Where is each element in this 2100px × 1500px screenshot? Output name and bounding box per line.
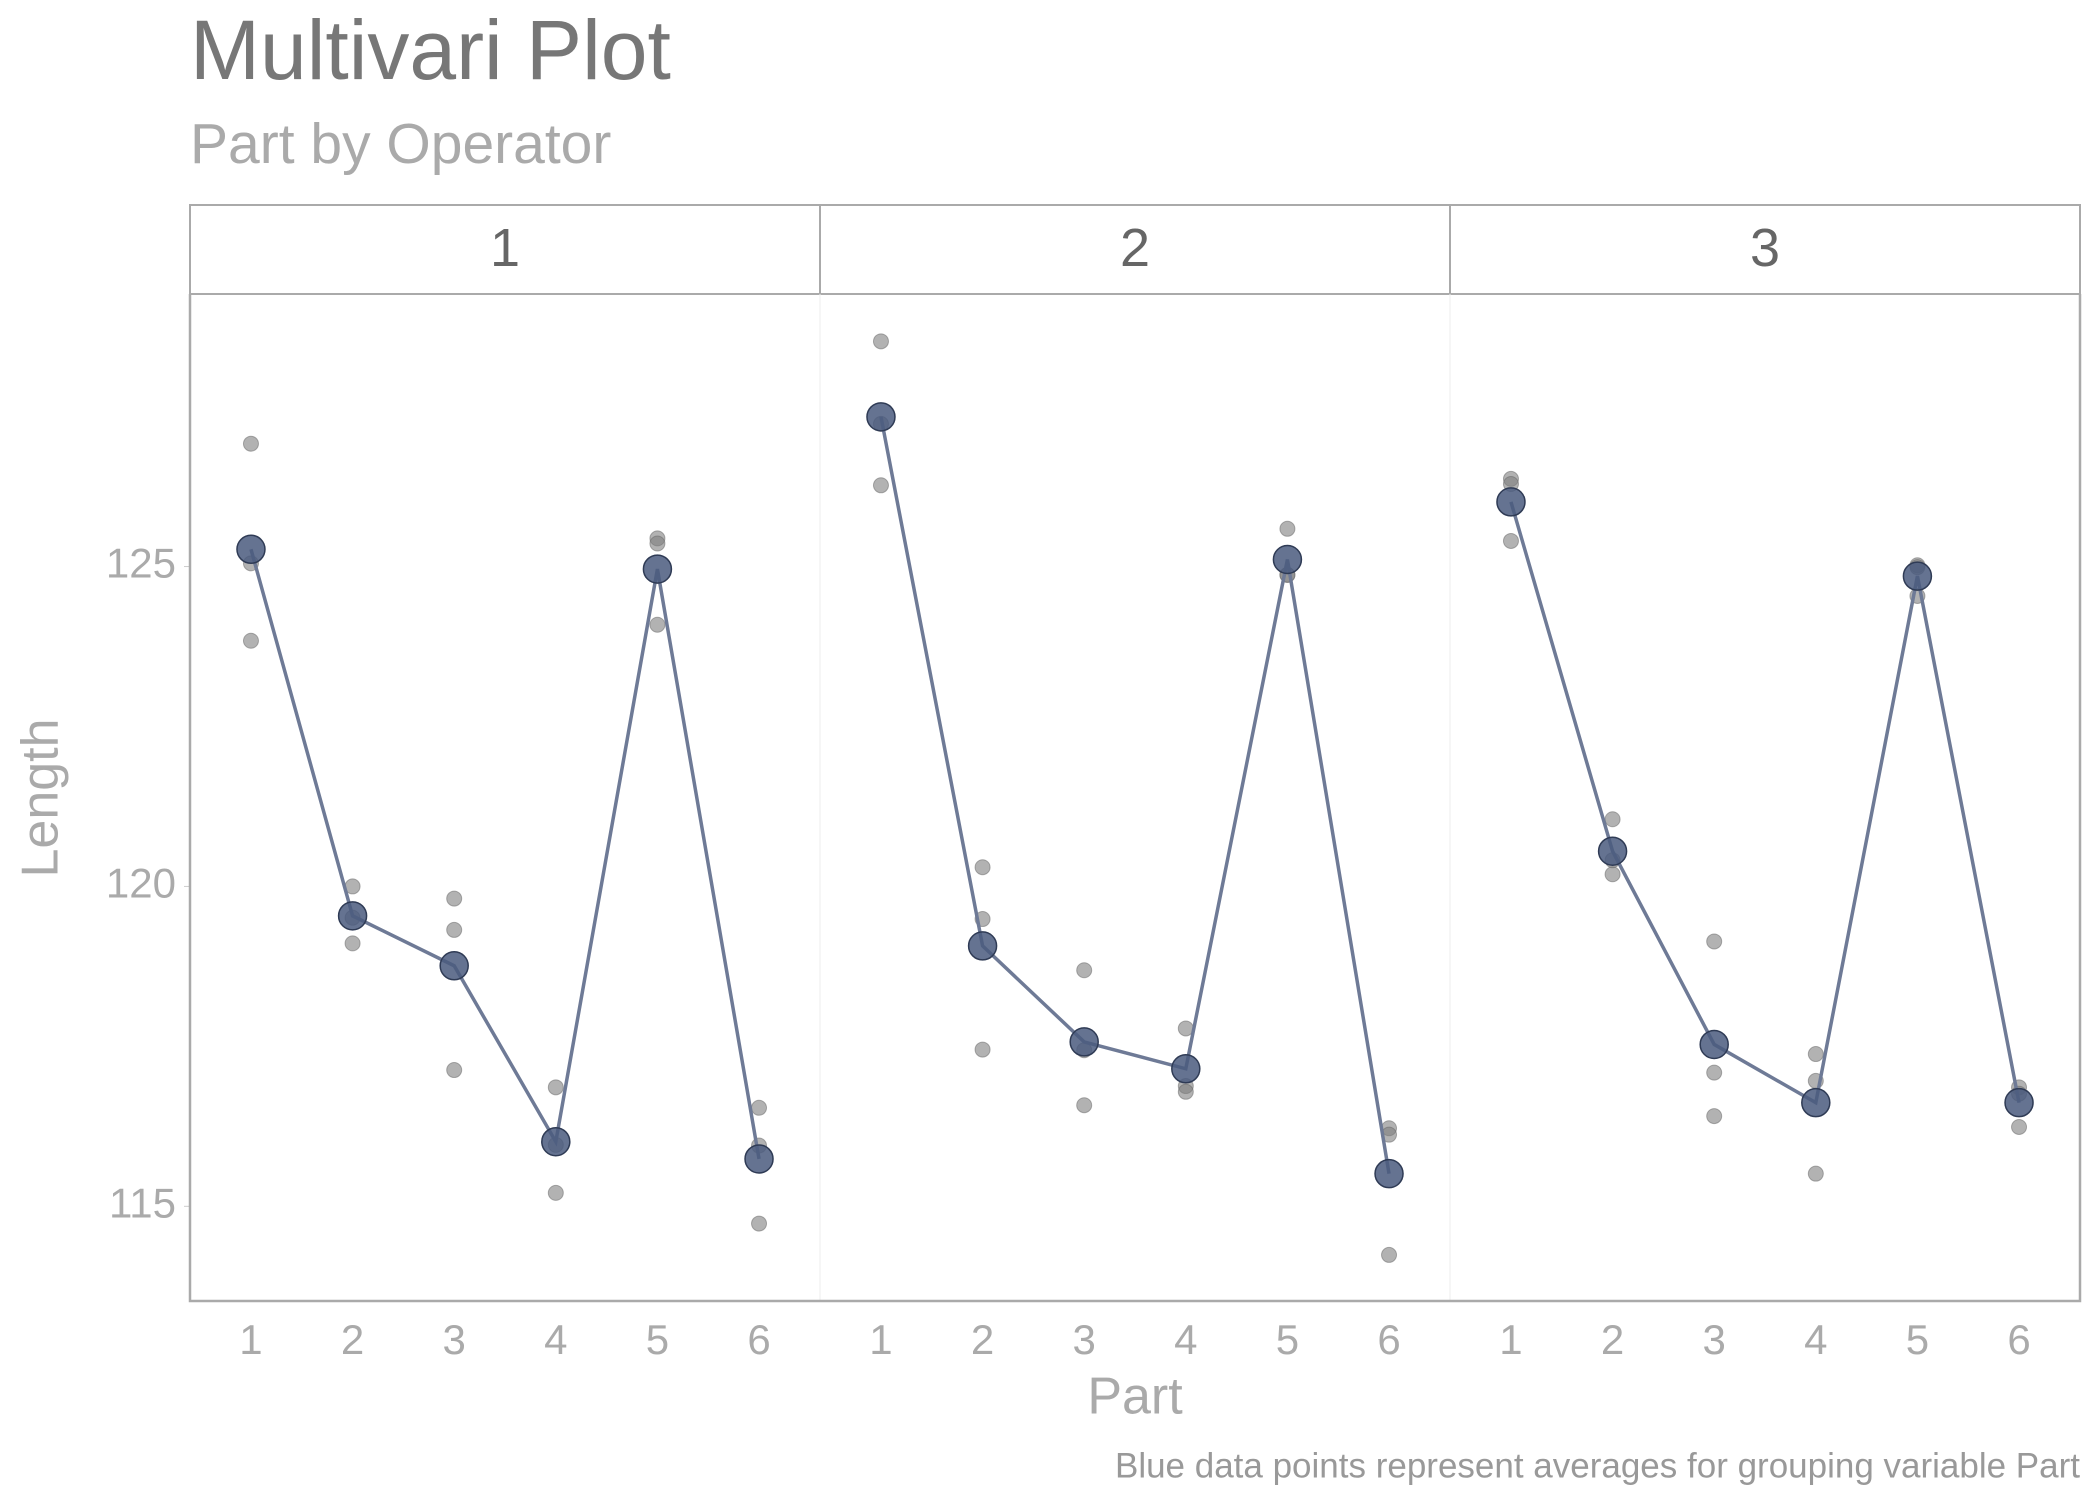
raw-point	[344, 935, 361, 952]
raw-point	[649, 616, 666, 633]
raw-point	[2011, 1118, 2028, 1135]
mean-point	[2004, 1087, 2034, 1118]
x-tick-label: 6	[1377, 1316, 1400, 1363]
raw-point	[751, 1215, 768, 1232]
x-tick-label: 2	[341, 1316, 364, 1363]
x-tick-label: 3	[1703, 1316, 1726, 1363]
x-tick-label: 3	[1073, 1316, 1096, 1363]
y-tick-label: 125	[106, 540, 176, 587]
raw-point	[1279, 520, 1296, 537]
caption: Blue data points represent averages for …	[1115, 1446, 2080, 1485]
mean-point	[1597, 836, 1628, 866]
mean-line	[249, 548, 761, 1160]
raw-point	[446, 921, 463, 938]
plot-border	[188, 294, 2082, 1303]
mean-point	[1069, 1027, 1099, 1057]
mean-line	[1509, 501, 2021, 1106]
strip-label: 2	[1120, 218, 1150, 278]
mean-point	[1272, 544, 1303, 575]
raw-point	[547, 1079, 564, 1096]
raw-point	[1076, 962, 1093, 979]
mean-point	[439, 951, 469, 981]
x-tick-label: 1	[869, 1316, 892, 1363]
mean-point	[1699, 1029, 1729, 1060]
y-tick-label: 115	[109, 1179, 176, 1226]
mean-line	[879, 416, 1391, 1174]
x-axis-title: Part	[1087, 1368, 1183, 1426]
x-tick-label: 1	[239, 1316, 262, 1363]
raw-point	[1177, 1083, 1194, 1100]
raw-point	[872, 333, 889, 350]
x-tick-label: 5	[646, 1316, 669, 1363]
raw-point	[1381, 1246, 1398, 1263]
mean-point	[1902, 561, 1933, 591]
raw-point	[974, 859, 991, 876]
raw-point	[1604, 866, 1621, 883]
mean-point	[337, 901, 368, 931]
raw-point	[649, 535, 666, 552]
raw-point	[974, 1041, 991, 1058]
y-tick-label: 120	[106, 860, 176, 907]
x-tick-label: 2	[1601, 1316, 1624, 1363]
raw-point	[872, 477, 889, 494]
x-tick-label: 5	[1276, 1316, 1299, 1363]
mean-point	[541, 1126, 571, 1157]
raw-point	[547, 1184, 564, 1201]
x-tick-label: 4	[544, 1316, 567, 1363]
x-tick-label: 1	[1499, 1316, 1522, 1363]
raw-point	[751, 1099, 768, 1116]
mean-point	[1374, 1158, 1404, 1189]
raw-point	[446, 890, 463, 907]
mean-point	[642, 554, 673, 584]
y-axis-title: Length	[12, 718, 70, 877]
raw-point	[1706, 1064, 1723, 1081]
raw-point	[1502, 532, 1519, 549]
x-tick-label: 5	[1906, 1316, 1929, 1363]
x-tick-label: 4	[1174, 1316, 1197, 1363]
strip-label: 1	[490, 218, 520, 278]
chart-subtitle: Part by Operator	[190, 112, 611, 176]
mean-point	[1801, 1087, 1831, 1118]
x-tick-label: 2	[971, 1316, 994, 1363]
x-tick-label: 6	[2007, 1316, 2030, 1363]
mean-point	[866, 402, 896, 432]
strip-label: 3	[1750, 218, 1780, 278]
raw-point	[1706, 933, 1723, 950]
raw-point	[242, 435, 259, 452]
mean-point	[236, 534, 266, 565]
raw-point	[1076, 1097, 1093, 1114]
raw-point	[1807, 1046, 1824, 1063]
x-tick-label: 3	[443, 1316, 466, 1363]
raw-point	[1706, 1108, 1723, 1125]
raw-point	[1807, 1165, 1824, 1182]
x-tick-label: 6	[747, 1316, 770, 1363]
mean-point	[1171, 1054, 1201, 1084]
x-tick-label: 4	[1804, 1316, 1827, 1363]
raw-point	[242, 632, 259, 649]
strip	[189, 204, 821, 295]
mean-point	[744, 1144, 774, 1174]
mean-point	[967, 931, 998, 961]
raw-point	[446, 1062, 463, 1079]
chart-title: Multivari Plot	[190, 3, 671, 97]
mean-point	[1496, 487, 1526, 517]
raw-point	[1604, 811, 1621, 828]
strip	[1449, 204, 2081, 295]
